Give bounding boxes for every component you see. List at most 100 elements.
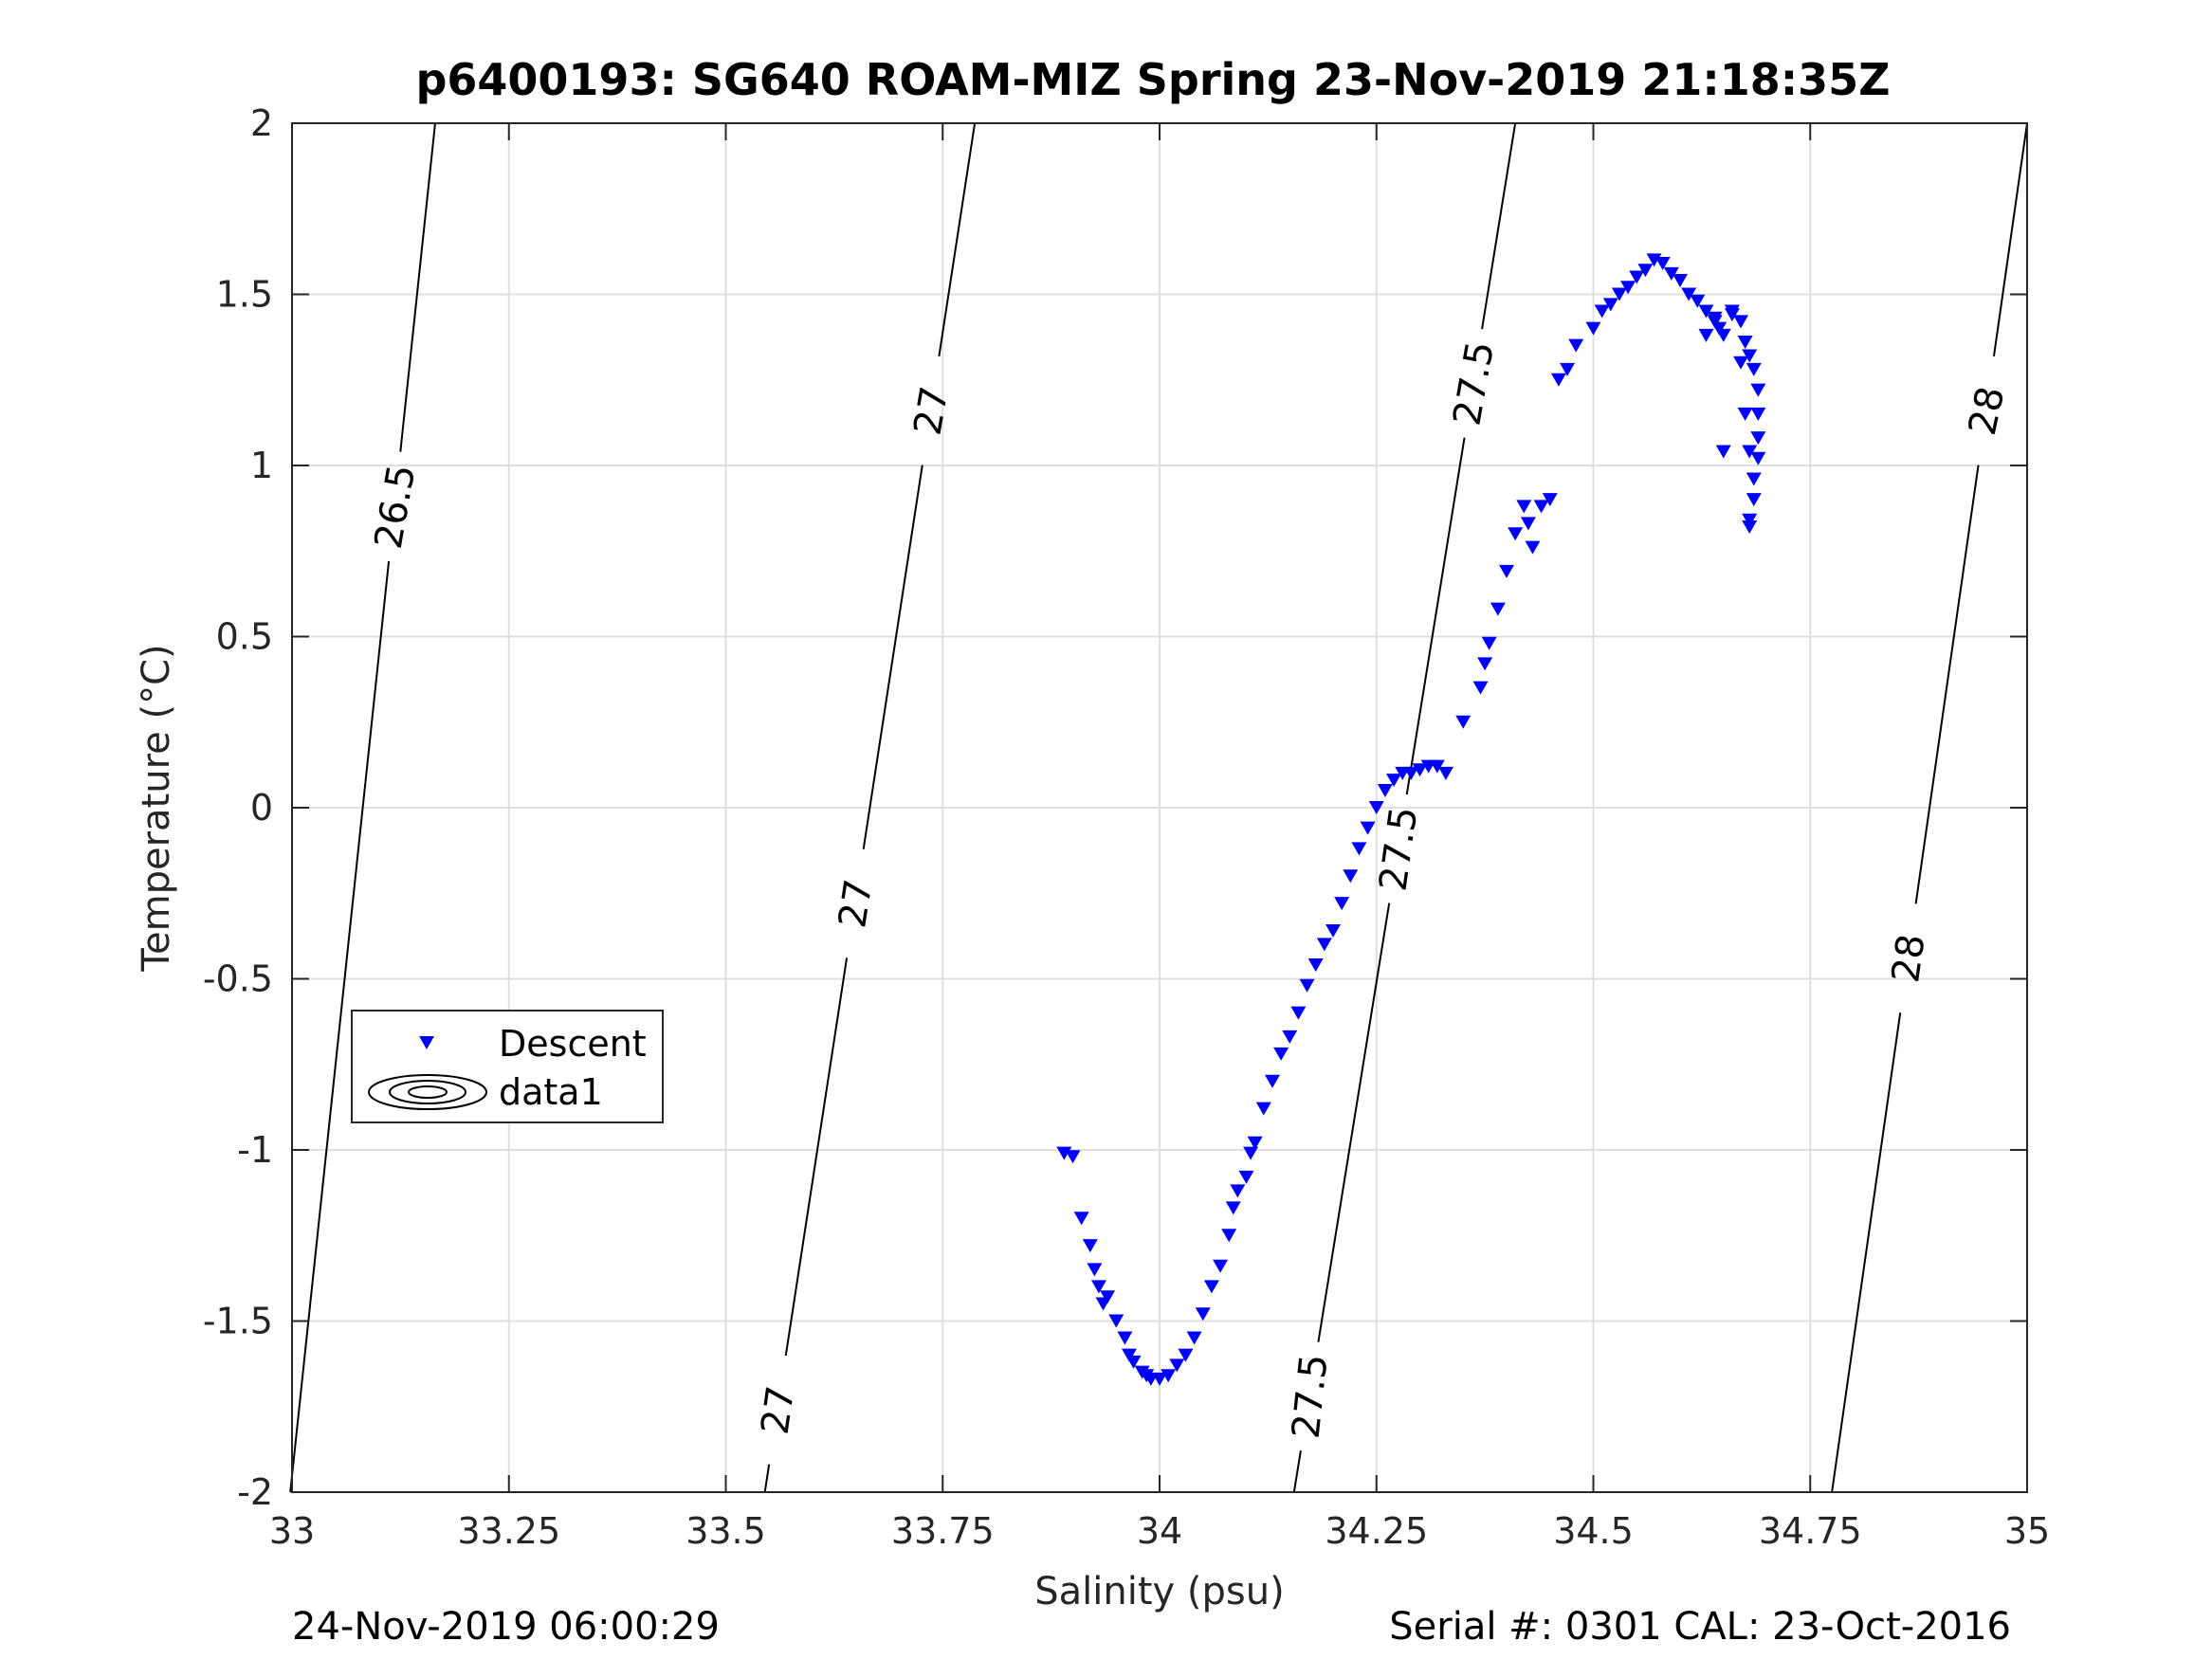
x-tick-label: 34 (1137, 1510, 1182, 1552)
descent-point (1455, 715, 1472, 729)
descent-point (1090, 1280, 1106, 1294)
descent-point (1472, 681, 1489, 695)
descent-point (1750, 431, 1766, 446)
descent-point (1481, 636, 1497, 650)
y-axis-label: Temperature (°C) (135, 644, 178, 972)
descent-point (1490, 602, 1506, 616)
descent-point (1698, 304, 1714, 319)
footer-date: 24-Nov-2019 06:00:29 (292, 1605, 720, 1649)
isopycnal-line (1831, 1012, 1902, 1493)
x-tick-label: 34.75 (1759, 1510, 1862, 1552)
descent-point (1654, 257, 1671, 271)
isopycnal-line (1992, 122, 2028, 356)
descent-point (1508, 527, 1524, 541)
descent-point (1247, 1136, 1263, 1150)
isopycnal-line (1405, 437, 1466, 795)
isopycnal-line (289, 560, 391, 1493)
x-tick-label: 33.25 (457, 1510, 560, 1552)
descent-point (1516, 500, 1532, 514)
descent-point (1724, 304, 1740, 319)
x-tick-label: 33 (269, 1510, 315, 1552)
isopycnal-line (1481, 122, 1517, 330)
descent-point (1056, 1146, 1072, 1160)
contour-label: 26.5 (367, 462, 425, 553)
footer-serial: Serial #: 0301 CAL: 23-Oct-2016 (1389, 1605, 2011, 1649)
descent-point (1351, 842, 1367, 856)
x-tick-label: 34.5 (1553, 1510, 1634, 1552)
descent-point (1299, 978, 1315, 993)
descent-point (1343, 869, 1359, 884)
descent-point (1377, 783, 1393, 797)
descent-point (1525, 540, 1541, 555)
isopycnal-line (399, 122, 436, 452)
descent-point (1742, 520, 1758, 534)
legend-descent-marker (419, 1036, 434, 1049)
descent-point (1560, 362, 1576, 376)
descent-point (1611, 287, 1627, 301)
descent-point (1221, 1229, 1237, 1243)
descent-point (1238, 1170, 1254, 1184)
isopycnal-line (938, 122, 977, 357)
y-tick-label: 2 (250, 102, 273, 144)
legend-data1-label: data1 (499, 1071, 603, 1113)
descent-point (1117, 1331, 1133, 1345)
x-tick-label: 34.25 (1325, 1510, 1428, 1552)
descent-point (1637, 264, 1654, 278)
x-tick-label: 33.5 (686, 1510, 766, 1552)
descent-point (1663, 266, 1679, 281)
descent-point (1733, 315, 1749, 329)
descent-point (1386, 774, 1402, 788)
descent-point (1477, 657, 1493, 671)
descent-point (1746, 493, 1762, 507)
descent-point (1186, 1331, 1202, 1345)
descent-point (1368, 801, 1384, 814)
descent-point (1065, 1150, 1081, 1164)
legend: Descent data1 (351, 1010, 664, 1123)
descent-point (1742, 349, 1758, 363)
axis-ticks: 33 33.25 33.5 33.75 34 34.25 34.5 34.75 35 -2 -1.5… (203, 102, 2050, 1552)
contour-label: 27.5 (1372, 804, 1427, 894)
y-tick-label: 1 (250, 445, 273, 486)
descent-point (1273, 1047, 1289, 1061)
y-tick-label: 0.5 (216, 616, 273, 658)
descent-point (1225, 1201, 1241, 1215)
descent-point (1230, 1184, 1246, 1198)
x-axis-label: Salinity (psu) (1034, 1570, 1284, 1613)
descent-point (1282, 1030, 1298, 1044)
descent-point (1255, 1102, 1271, 1116)
chart-title: p6400193: SG640 ROAM-MIZ Spring 23-Nov-2… (415, 54, 1890, 105)
descent-point (1646, 253, 1662, 267)
isopycnal-line (763, 1464, 771, 1493)
descent-point (1707, 315, 1723, 329)
descent-point (1360, 821, 1376, 835)
descent-point (1520, 517, 1536, 531)
y-tick-label: -0.5 (203, 958, 273, 1000)
descent-point (1542, 493, 1558, 507)
isopycnal-line (1317, 902, 1391, 1342)
legend-contour-icon (368, 1074, 487, 1110)
isopycnal-line (1914, 465, 1980, 904)
descent-point (1125, 1355, 1142, 1369)
legend-box (351, 1010, 664, 1123)
isopycnal-line (1292, 1450, 1302, 1493)
descent-point (1742, 513, 1758, 527)
descent-point (1746, 362, 1762, 376)
descent-point (1550, 373, 1566, 387)
descent-point (1568, 338, 1584, 353)
legend-descent-label: Descent (499, 1023, 647, 1065)
descent-point (1750, 451, 1766, 465)
descent-point (1152, 1372, 1167, 1386)
descent-point (1746, 472, 1762, 486)
descent-point (1243, 1146, 1259, 1160)
descent-point (1161, 1369, 1177, 1383)
x-tick-label: 35 (2004, 1510, 2050, 1552)
descent-point (1750, 383, 1766, 397)
contour-label: 27.5 (1285, 1352, 1337, 1440)
descent-point (1403, 766, 1419, 780)
descent-point (1698, 328, 1714, 342)
descent-point (1213, 1259, 1229, 1273)
contour-label: 27 (831, 876, 881, 930)
descent-point (1629, 270, 1645, 284)
isopycnal-line (784, 957, 849, 1357)
